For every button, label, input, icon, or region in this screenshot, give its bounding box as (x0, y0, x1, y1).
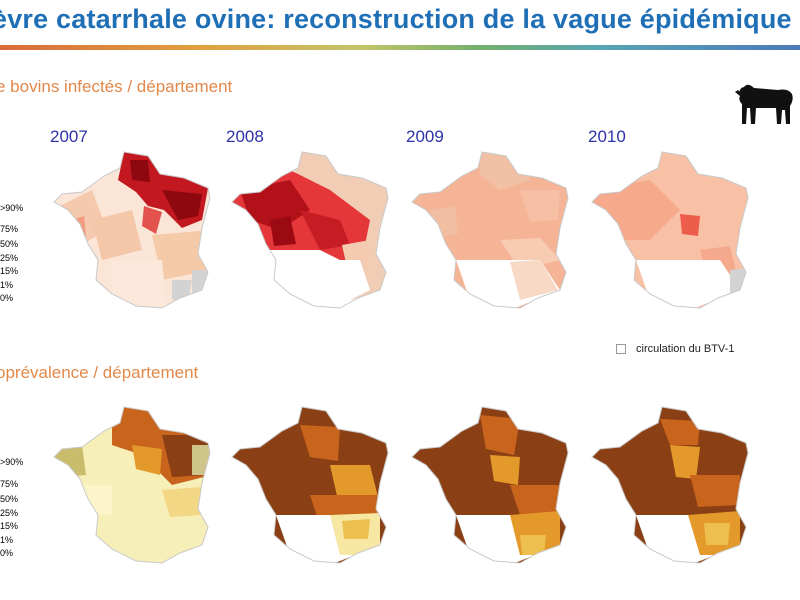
year-label-2010: 2010 (588, 127, 626, 146)
btv1-circulation-note: circulation du BTV-1 (616, 343, 734, 355)
map-infected-2010 (591, 151, 749, 309)
legend-item: 50% (0, 494, 19, 504)
section-title-infected: e bovins infectés / département (0, 77, 233, 96)
map-seroprevalence-2010 (591, 406, 749, 564)
map-seroprevalence-2008 (231, 406, 389, 564)
map-infected-2009 (411, 151, 569, 309)
title-underline (0, 45, 800, 50)
year-label-2008: 2008 (226, 127, 264, 146)
legend-item: 25% (0, 253, 19, 263)
legend-swatch (616, 344, 626, 355)
legend-item: 0% (0, 548, 14, 558)
section-title-seroprevalence: oprévalence / département (0, 363, 199, 382)
legend-item: 15% (0, 521, 19, 531)
slide-title: èvre catarrhale ovine: reconstruction de… (0, 4, 792, 34)
legend-item: 75% (0, 479, 19, 489)
year-label-2007: 2007 (50, 127, 88, 146)
legend-item: 25% (0, 508, 19, 518)
legend-item: 1% (0, 280, 14, 290)
map-infected-2008 (231, 151, 389, 309)
map-infected-2007 (53, 151, 211, 309)
legend-item: 15% (0, 266, 19, 276)
legend-item: >90% (0, 457, 24, 467)
legend-item: 1% (0, 535, 14, 545)
legend-item: 75% (0, 224, 19, 234)
map-seroprevalence-2007 (53, 406, 211, 564)
year-label-2009: 2009 (406, 127, 444, 146)
cow-icon (735, 84, 793, 124)
legend-item: >90% (0, 203, 24, 213)
legend-item: 0% (0, 293, 14, 303)
legend-item: 50% (0, 239, 19, 249)
map-seroprevalence-2009 (411, 406, 569, 564)
btv1-circulation-label: circulation du BTV-1 (636, 343, 735, 355)
